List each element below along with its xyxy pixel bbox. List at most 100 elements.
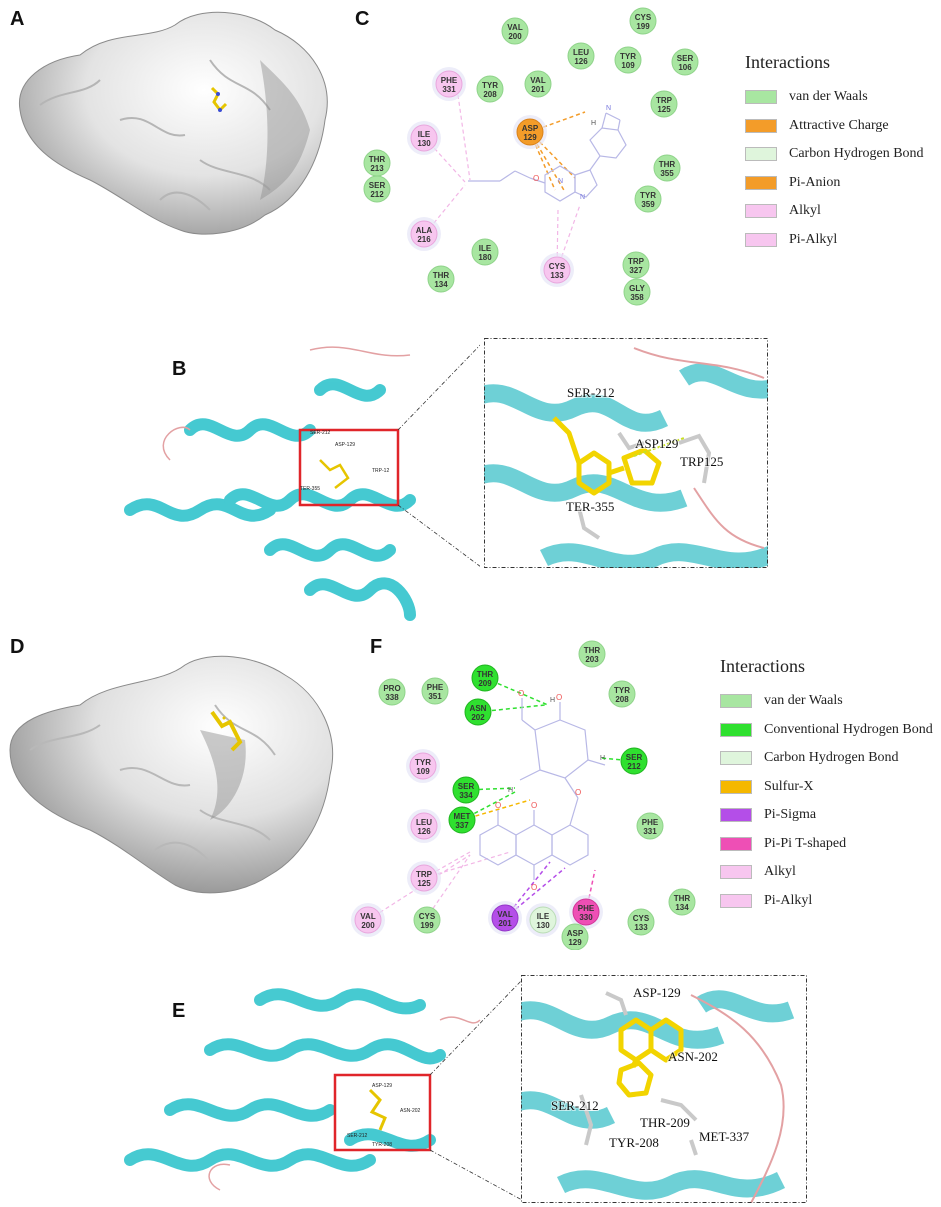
residue-name: TYR: [640, 191, 656, 200]
residue-number: 203: [585, 655, 599, 664]
residue-name: LEU: [416, 818, 432, 827]
residue-number: 208: [483, 90, 497, 99]
residue-name: ILE: [537, 912, 550, 921]
residue-circle: [413, 906, 441, 934]
legend-label: van der Waals: [764, 693, 843, 709]
residue-name: ILE: [418, 130, 431, 139]
residue-circle: [572, 898, 600, 926]
residue-circle: [464, 698, 492, 726]
residue-number: 337: [455, 821, 469, 830]
svg-text:O: O: [533, 174, 539, 183]
zoom-view-b: SER-212 ASP129 TRP125 TER-355: [484, 338, 768, 568]
residue-circle: [636, 812, 664, 840]
residue-name: THR: [369, 155, 386, 164]
svg-text:N: N: [580, 194, 585, 201]
c-legend-item: Alkyl: [745, 197, 924, 226]
residue-circle: [491, 904, 519, 932]
residue-name: PHE: [642, 818, 659, 827]
residue-name: PHE: [427, 683, 444, 692]
legend-label: Pi-Alkyl: [789, 231, 838, 247]
residue-number: 334: [459, 791, 473, 800]
residue-circle: [650, 90, 678, 118]
residue-circle: [448, 806, 476, 834]
zoom-label-ser212-b: SER-212: [567, 385, 615, 400]
f-legend-item: Conventional Hydrogen Bond: [720, 716, 933, 745]
residue-number: 208: [615, 695, 629, 704]
residue-circle: [409, 752, 437, 780]
ligand-zoom-b: [552, 416, 662, 496]
residue-name: PHE: [578, 904, 595, 913]
residue-name: VAL: [507, 23, 523, 32]
residue-number: 359: [641, 200, 655, 209]
residue-circle: [501, 17, 529, 45]
residue-circle: [629, 7, 657, 35]
c-legend-item: Attractive Charge: [745, 112, 924, 141]
f-residue-asp-129: ASP129: [561, 923, 589, 950]
panel-label-e: E: [172, 1000, 186, 1022]
residue-number: 133: [550, 271, 564, 280]
residue-name: MET: [454, 812, 471, 821]
residue-name: GLY: [629, 284, 645, 293]
residue-name: TYR: [482, 81, 498, 90]
residue-number: 106: [678, 63, 692, 72]
legend-title-f: Interactions: [720, 656, 805, 676]
residue-number: 358: [630, 293, 644, 302]
legend-label: Carbon Hydrogen Bond: [789, 146, 924, 162]
ligand-mini-e: [368, 1088, 387, 1131]
residue-circle: [516, 118, 544, 146]
residue-number: 130: [536, 921, 550, 930]
residue-name: ASP: [522, 124, 539, 133]
legend-label: Sulfur-X: [764, 778, 814, 794]
legend-title-c: Interactions: [745, 52, 830, 72]
residue-name: ILE: [479, 244, 492, 253]
mini-label-ser212-e: SER-212: [347, 1133, 368, 1139]
residue-circle: [427, 265, 455, 293]
residue-circle: [627, 908, 655, 936]
legend-swatch: [745, 90, 777, 105]
residue-circle: [378, 678, 406, 706]
residue-circle: [620, 747, 648, 775]
residue-number: 331: [643, 827, 657, 836]
mini-label-tyr208-e: TYR-208: [372, 1142, 392, 1148]
residue-circle: [452, 776, 480, 804]
residue-circle: [622, 251, 650, 279]
residue-number: 109: [416, 767, 430, 776]
zoom-box-e: [333, 1073, 432, 1152]
residue-number: 330: [579, 913, 593, 922]
protein-ribbon-b: SER-212 ASP-129 TRP-12 TER-355: [124, 344, 480, 621]
residue-number: 212: [627, 762, 641, 771]
legend-swatch: [745, 175, 777, 190]
ligand-structure-f: O O O O O O: [479, 689, 606, 892]
zoom-label-ter355-b: TER-355: [566, 499, 614, 514]
residue-number: 200: [508, 32, 522, 41]
residue-circle: [653, 154, 681, 182]
residue-number: 216: [417, 235, 431, 244]
residue-number: 201: [498, 919, 512, 928]
zoom-frame-e: [521, 975, 807, 1203]
svg-text:N: N: [558, 178, 563, 185]
zoom-view-e: ASP-129 ASN-202 SER-212 THR-209 MET-337 …: [521, 975, 807, 1203]
residue-number: 201: [531, 85, 545, 94]
residue-circle: [578, 640, 606, 668]
legend-swatch: [720, 722, 752, 737]
residue-circle: [410, 124, 438, 152]
interaction-lines-f: H H H: [367, 677, 635, 921]
panel-label-a: A: [10, 8, 25, 30]
residue-number: 202: [471, 713, 485, 722]
